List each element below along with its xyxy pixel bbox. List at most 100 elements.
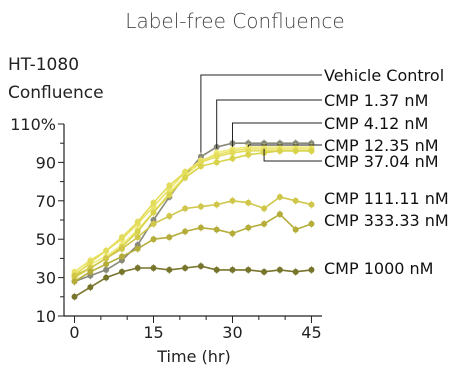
axes: 10 30 50 70 90 110% 0 15 30 45 bbox=[10, 115, 322, 342]
data-point bbox=[71, 293, 78, 300]
data-point bbox=[134, 218, 141, 225]
x-tick-label: 45 bbox=[301, 323, 321, 342]
data-point bbox=[166, 182, 173, 189]
data-point bbox=[150, 209, 157, 216]
series-line bbox=[74, 146, 312, 275]
x-tick-label: 30 bbox=[222, 323, 242, 342]
data-point bbox=[182, 228, 189, 235]
series-cmp-1000-nm bbox=[71, 262, 315, 301]
data-point bbox=[229, 266, 236, 273]
data-point bbox=[71, 278, 78, 285]
data-point bbox=[87, 259, 94, 266]
data-point bbox=[213, 226, 220, 233]
data-point bbox=[308, 201, 315, 208]
legend-label: CMP 111.11 nM bbox=[324, 189, 449, 208]
data-point bbox=[87, 268, 94, 275]
data-point bbox=[229, 230, 236, 237]
series-line bbox=[74, 196, 312, 277]
data-point bbox=[245, 266, 252, 273]
data-point bbox=[103, 274, 110, 281]
data-point bbox=[197, 224, 204, 231]
x-axis-label: Time (hr) bbox=[156, 347, 230, 366]
data-point bbox=[229, 149, 236, 156]
data-point bbox=[134, 228, 141, 235]
legend-label: Vehicle Control bbox=[324, 66, 444, 85]
legend-leader-line bbox=[263, 148, 322, 162]
data-point bbox=[118, 253, 125, 260]
data-point bbox=[118, 268, 125, 275]
legend-label: CMP 1000 nM bbox=[324, 259, 433, 278]
y-tick-label: 110% bbox=[10, 115, 56, 134]
data-point bbox=[71, 272, 78, 279]
data-point bbox=[276, 193, 283, 200]
data-point bbox=[245, 224, 252, 231]
data-point bbox=[276, 266, 283, 273]
data-point bbox=[213, 266, 220, 273]
data-point bbox=[134, 234, 141, 241]
data-point bbox=[261, 205, 268, 212]
y-axis-label-line2: Confluence bbox=[8, 83, 104, 103]
data-point bbox=[292, 226, 299, 233]
plot-area bbox=[71, 139, 315, 301]
data-point bbox=[245, 151, 252, 158]
series-line bbox=[74, 150, 312, 277]
data-point bbox=[103, 247, 110, 254]
data-point bbox=[213, 159, 220, 166]
data-point bbox=[213, 153, 220, 160]
data-point bbox=[292, 147, 299, 154]
data-point bbox=[103, 255, 110, 262]
legend-leader-line bbox=[216, 99, 322, 149]
legend-label: CMP 4.12 nM bbox=[324, 114, 428, 133]
data-point bbox=[197, 263, 204, 270]
data-point bbox=[150, 220, 157, 227]
data-point bbox=[166, 234, 173, 241]
data-point bbox=[276, 147, 283, 154]
y-axis-label-line1: HT-1080 bbox=[8, 55, 79, 75]
y-tick-label: 90 bbox=[36, 153, 56, 172]
data-point bbox=[292, 197, 299, 204]
data-point bbox=[150, 236, 157, 243]
data-point bbox=[166, 213, 173, 220]
data-point bbox=[166, 192, 173, 199]
legend-leader-line bbox=[231, 122, 322, 147]
data-point bbox=[197, 203, 204, 210]
data-point bbox=[166, 266, 173, 273]
data-point bbox=[261, 220, 268, 227]
series-line bbox=[74, 213, 312, 283]
x-tick-label: 0 bbox=[69, 323, 79, 342]
data-point bbox=[229, 155, 236, 162]
data-point bbox=[308, 266, 315, 273]
y-tick-label: 50 bbox=[36, 230, 56, 249]
legend: Vehicle Control CMP 1.37 nM CMP 4.12 nM CMP… bbox=[200, 66, 449, 278]
data-point bbox=[182, 205, 189, 212]
legend-label: CMP 333.33 nM bbox=[324, 211, 449, 230]
data-point bbox=[182, 169, 189, 175]
data-point bbox=[182, 174, 189, 181]
legend-leader-line bbox=[200, 74, 322, 153]
data-point bbox=[134, 265, 141, 271]
data-point bbox=[103, 261, 110, 268]
data-point bbox=[182, 265, 189, 271]
data-point bbox=[103, 266, 110, 273]
data-point bbox=[213, 201, 220, 208]
data-point bbox=[150, 199, 157, 206]
data-point bbox=[292, 268, 299, 275]
data-point bbox=[308, 220, 315, 227]
x-tick-label: 15 bbox=[143, 323, 163, 342]
series-line bbox=[74, 265, 312, 298]
data-point bbox=[87, 284, 94, 291]
data-point bbox=[150, 265, 157, 271]
chart-title: Label-free Confluence bbox=[125, 9, 344, 33]
series-line bbox=[74, 150, 312, 279]
legend-leader-line bbox=[247, 144, 322, 147]
legend-label: CMP 37.04 nM bbox=[324, 152, 439, 171]
data-point bbox=[118, 245, 125, 252]
data-point bbox=[245, 199, 252, 206]
y-tick-label: 10 bbox=[36, 307, 56, 326]
legend-label: CMP 12.35 nM bbox=[324, 136, 439, 155]
data-point bbox=[229, 197, 236, 204]
data-point bbox=[134, 245, 141, 252]
data-point bbox=[261, 268, 268, 275]
legend-label: CMP 1.37 nM bbox=[324, 91, 428, 110]
